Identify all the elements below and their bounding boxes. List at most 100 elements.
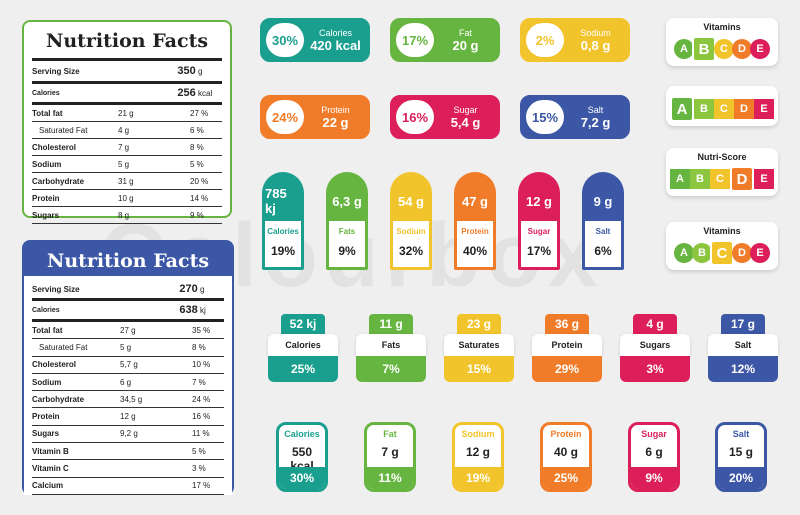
- score-letter-a: A: [670, 96, 694, 122]
- score-letter-a: A: [670, 169, 690, 189]
- badge-name: Fat: [383, 429, 397, 439]
- pill-name: Sugar: [453, 104, 478, 115]
- pill-text: Sugar 5,4 g: [434, 105, 497, 130]
- score-letter-c: C: [710, 240, 734, 266]
- nutrient-percent: 9 %: [190, 210, 204, 220]
- badge-percent: 9%: [631, 467, 677, 489]
- score-letter-b: B: [690, 169, 710, 189]
- tall-percent: 32%: [398, 244, 424, 258]
- nutrient-percent: 5 %: [190, 159, 204, 169]
- tall-white: Fats 9%: [329, 221, 365, 267]
- badge-fat: Fat 7 g 11%: [364, 422, 416, 492]
- nutrient-amount: 7 g: [118, 142, 130, 152]
- tall-tag-protein: 47 g Protein 40%: [454, 172, 496, 270]
- nutrient-percent: 27 %: [190, 108, 209, 118]
- nutrient-pill-calories: 30% Calories 420 kcal: [260, 18, 370, 62]
- nutrient-percent: 35 %: [192, 325, 211, 335]
- tall-percent: 6%: [594, 244, 612, 258]
- nutrient-percent: 17 %: [192, 481, 211, 491]
- nutrient-amount: 10 g: [118, 193, 134, 203]
- badge-percent: 25%: [543, 467, 589, 489]
- pill-percent: 16%: [396, 100, 434, 134]
- nutrient-name: Protein: [32, 412, 60, 422]
- nutrient-name: Sodium: [32, 377, 62, 387]
- calories-value: 256: [177, 87, 196, 99]
- label-tag-fats: 11 g Fats 7%: [356, 314, 426, 382]
- badge-name: Sugar: [641, 429, 667, 439]
- pill-name: Protein: [321, 104, 350, 115]
- tall-tag-calories: 785 kj Calories 19%: [262, 172, 304, 270]
- calories-unit: kj: [200, 305, 206, 315]
- badge-percent: 30%: [279, 467, 325, 489]
- score-letter-d: D: [734, 99, 754, 119]
- nutrient-amount: 4 g: [118, 125, 130, 135]
- badge-sodium: Sodium 12 g 19%: [452, 422, 504, 492]
- badge-value: 12 g: [465, 445, 490, 459]
- score-letter-e: E: [754, 169, 774, 189]
- tall-value: 47 g: [461, 193, 488, 209]
- tall-tag-sodium: 54 g Sodium 32%: [390, 172, 432, 270]
- nutrient-row: Carbohydrate 31 g 20 %: [32, 173, 222, 190]
- nutrient-percent: 24 %: [192, 394, 211, 404]
- pill-percent: 17%: [396, 23, 434, 57]
- nutrient-row: Cholesterol 7 g 8 %: [32, 139, 222, 156]
- nutrient-percent: 5 %: [192, 446, 206, 456]
- badge-value: 15 g: [728, 445, 753, 459]
- badge-name: Protein: [550, 429, 582, 439]
- nutrient-amount: 5,7 g: [120, 360, 138, 370]
- tag-name: Calories: [268, 334, 338, 356]
- nutrient-percent: 3 %: [192, 464, 206, 474]
- nutrient-name: Carbohydrate: [32, 394, 85, 404]
- nutrient-name: Cholesterol: [32, 360, 77, 370]
- pill-text: Sodium 0,8 g: [564, 28, 627, 53]
- nutrient-name: Sodium: [32, 159, 62, 169]
- tall-percent: 9%: [338, 244, 356, 258]
- score-letter-c: C: [714, 39, 734, 59]
- serving-value: 270: [179, 283, 198, 295]
- nutrition-facts-green: Nutrition Facts Serving Size 350 g Calor…: [22, 20, 232, 224]
- tag-value: 11 g: [369, 314, 413, 334]
- score-title: [670, 90, 774, 94]
- nutrient-name: Sugars: [32, 429, 60, 439]
- label-tag-calories: 52 kj Calories 25%: [268, 314, 338, 382]
- tall-white: Sodium 32%: [393, 221, 429, 267]
- tall-white: Calories 19%: [265, 221, 301, 267]
- tall-white: Salt 6%: [585, 221, 621, 267]
- nutrient-percent: 20 %: [190, 176, 209, 186]
- score-letter-c: C: [714, 99, 734, 119]
- tag-percent: 29%: [532, 356, 602, 382]
- tag-name: Protein: [532, 334, 602, 356]
- score-letter-b: B: [692, 243, 712, 263]
- tag-percent: 15%: [444, 356, 514, 382]
- pill-text: Salt 7,2 g: [564, 105, 627, 130]
- score-letter-d: D: [732, 39, 752, 59]
- tall-name: Fats: [338, 227, 356, 236]
- badge-percent: 11%: [367, 467, 413, 489]
- score-letter-c: C: [710, 169, 730, 189]
- nutrient-percent: 16 %: [192, 412, 211, 422]
- pill-percent: 2%: [526, 23, 564, 57]
- score-title: Nutri-Score: [697, 152, 747, 162]
- pill-text: Fat 20 g: [434, 28, 497, 53]
- tag-percent: 12%: [708, 356, 778, 382]
- tag-percent: 3%: [620, 356, 690, 382]
- nutrient-percent: 6 %: [190, 125, 204, 135]
- nutrient-name: Cholesterol: [32, 142, 77, 152]
- tall-name: Salt: [595, 227, 611, 236]
- tall-name: Sodium: [396, 227, 426, 236]
- facts-title: Nutrition Facts: [46, 250, 210, 272]
- pill-name: Salt: [587, 104, 604, 115]
- calories-value: 638: [179, 304, 198, 316]
- nutrient-pill-protein: 24% Protein 22 g: [260, 95, 370, 139]
- tall-value: 785 kj: [265, 186, 287, 216]
- nutrient-name: Protein: [32, 193, 60, 203]
- tall-white: Protein 40%: [457, 221, 493, 267]
- nutrient-amount: 8 g: [118, 210, 130, 220]
- nutrient-name: Calcium: [32, 481, 64, 491]
- nutrient-percent: 8 %: [190, 142, 204, 152]
- nutrient-name: Carbohydrate: [32, 176, 85, 186]
- badge-value: 7 g: [381, 445, 399, 459]
